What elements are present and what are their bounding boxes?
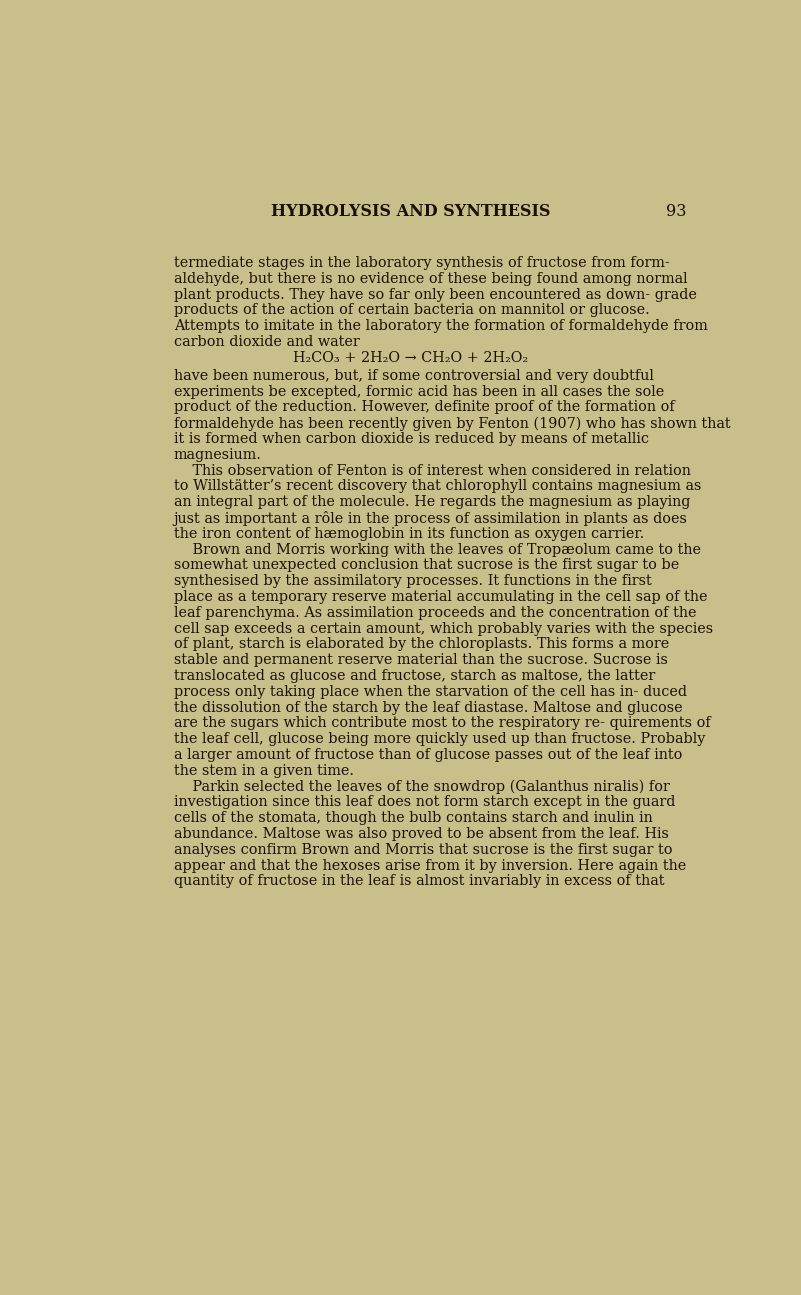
- Text: appear and that the hexoses arise from it by inversion. Here again the: appear and that the hexoses arise from i…: [174, 859, 686, 873]
- Text: HYDROLYSIS AND SYNTHESIS: HYDROLYSIS AND SYNTHESIS: [271, 203, 550, 220]
- Text: synthesised by the assimilatory processes. It functions in the first: synthesised by the assimilatory processe…: [174, 574, 651, 588]
- Text: of plant, starch is elaborated by the chloroplasts. This forms a more: of plant, starch is elaborated by the ch…: [174, 637, 669, 651]
- Text: H₂CO₃ + 2H₂O → CH₂O + 2H₂O₂: H₂CO₃ + 2H₂O → CH₂O + 2H₂O₂: [293, 351, 528, 365]
- Text: Parkin selected the leaves of the snowdrop (Galanthus niralis) for: Parkin selected the leaves of the snowdr…: [174, 780, 670, 794]
- Text: formaldehyde has been recently given by Fenton (1907) who has shown that: formaldehyde has been recently given by …: [174, 416, 731, 431]
- Text: a larger amount of fructose than of glucose passes out of the leaf into: a larger amount of fructose than of gluc…: [174, 749, 682, 761]
- Text: products of the action of certain bacteria on mannitol or glucose.: products of the action of certain bacter…: [174, 303, 650, 317]
- Text: This observation of Fenton is of interest when considered in relation: This observation of Fenton is of interes…: [174, 464, 690, 478]
- Text: Attempts to imitate in the laboratory the formation of formaldehyde from: Attempts to imitate in the laboratory th…: [174, 319, 707, 333]
- Text: are the sugars which contribute most to the respiratory re- quirements of: are the sugars which contribute most to …: [174, 716, 710, 730]
- Text: investigation since this leaf does not form starch except in the guard: investigation since this leaf does not f…: [174, 795, 675, 809]
- Text: plant products. They have so far only been encountered as down- grade: plant products. They have so far only be…: [174, 287, 697, 302]
- Text: aldehyde, but there is no evidence of these being found among normal: aldehyde, but there is no evidence of th…: [174, 272, 687, 286]
- Text: termediate stages in the laboratory synthesis of fructose from form-: termediate stages in the laboratory synt…: [174, 256, 670, 269]
- Text: cells of the stomata, though the bulb contains starch and inulin in: cells of the stomata, though the bulb co…: [174, 811, 653, 825]
- Text: place as a temporary reserve material accumulating in the cell sap of the: place as a temporary reserve material ac…: [174, 591, 707, 603]
- Text: quantity of fructose in the leaf is almost invariably in excess of that: quantity of fructose in the leaf is almo…: [174, 874, 664, 888]
- Text: stable and permanent reserve material than the sucrose. Sucrose is: stable and permanent reserve material th…: [174, 653, 667, 667]
- Text: the stem in a given time.: the stem in a given time.: [174, 764, 354, 778]
- Text: 93: 93: [666, 203, 686, 220]
- Text: somewhat unexpected conclusion that sucrose is the first sugar to be: somewhat unexpected conclusion that sucr…: [174, 558, 679, 572]
- Text: an integral part of the molecule. He regards the magnesium as playing: an integral part of the molecule. He reg…: [174, 495, 690, 509]
- Text: Brown and Morris working with the leaves of Tropæolum came to the: Brown and Morris working with the leaves…: [174, 543, 701, 557]
- Text: it is formed when carbon dioxide is reduced by means of metallic: it is formed when carbon dioxide is redu…: [174, 433, 649, 445]
- Text: cell sap exceeds a certain amount, which probably varies with the species: cell sap exceeds a certain amount, which…: [174, 622, 713, 636]
- Text: process only taking place when the starvation of the cell has in- duced: process only taking place when the starv…: [174, 685, 686, 699]
- Text: to Willstätter’s recent discovery that chlorophyll contains magnesium as: to Willstätter’s recent discovery that c…: [174, 479, 701, 493]
- Text: just as important a rôle in the process of assimilation in plants as does: just as important a rôle in the process …: [174, 512, 687, 526]
- Text: experiments be excepted, formic acid has been in all cases the sole: experiments be excepted, formic acid has…: [174, 385, 664, 399]
- Text: carbon dioxide and water: carbon dioxide and water: [174, 335, 360, 348]
- Text: the iron content of hæmoglobin in its function as oxygen carrier.: the iron content of hæmoglobin in its fu…: [174, 527, 644, 541]
- Text: product of the reduction. However, definite proof of the formation of: product of the reduction. However, defin…: [174, 400, 674, 414]
- Text: the leaf cell, glucose being more quickly used up than fructose. Probably: the leaf cell, glucose being more quickl…: [174, 732, 705, 746]
- Text: magnesium.: magnesium.: [174, 448, 262, 462]
- Text: the dissolution of the starch by the leaf diastase. Maltose and glucose: the dissolution of the starch by the lea…: [174, 701, 682, 715]
- Text: abundance. Maltose was also proved to be absent from the leaf. His: abundance. Maltose was also proved to be…: [174, 828, 669, 840]
- Text: have been numerous, but, if some controversial and very doubtful: have been numerous, but, if some controv…: [174, 369, 654, 383]
- Text: translocated as glucose and fructose, starch as maltose, the latter: translocated as glucose and fructose, st…: [174, 670, 655, 682]
- Text: leaf parenchyma. As assimilation proceeds and the concentration of the: leaf parenchyma. As assimilation proceed…: [174, 606, 696, 620]
- Text: analyses confirm Brown and Morris that sucrose is the first sugar to: analyses confirm Brown and Morris that s…: [174, 843, 672, 857]
